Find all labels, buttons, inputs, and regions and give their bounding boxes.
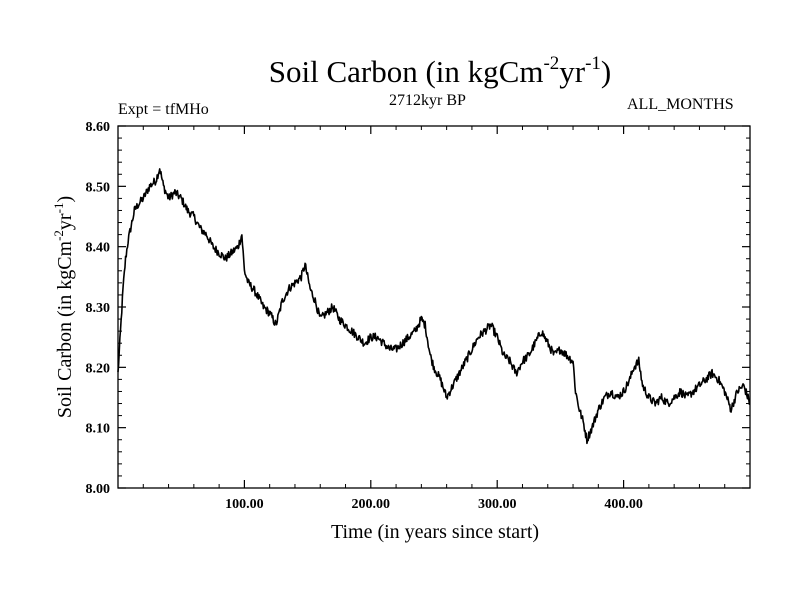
y-tick-label: 8.30	[86, 301, 111, 316]
title-exponent-1: -2	[543, 52, 560, 74]
series-line	[117, 168, 751, 445]
y-title-close: )	[54, 196, 76, 203]
y-title-exponent-1: -2	[51, 230, 66, 241]
experiment-label: Expt = tfMHo	[118, 101, 209, 118]
y-title-exponent-2: -1	[51, 203, 66, 214]
epoch-label: 2712kyr BP	[389, 92, 466, 109]
axis-tick-labels: 8.00 8.10 8.20 8.30 8.40 8.50 8.60 100.00 200.00…	[86, 120, 643, 512]
axis-ticks	[118, 125, 750, 489]
y-tick-label: 8.40	[86, 241, 111, 256]
y-title-main: Soil Carbon (in kgCm	[54, 240, 76, 418]
title-exponent-2: -1	[585, 52, 601, 74]
y-tick-label: 8.20	[86, 361, 111, 376]
x-tick-label: 400.00	[604, 497, 643, 512]
y-tick-label: 8.60	[86, 120, 111, 135]
y-tick-label: 8.50	[86, 180, 111, 195]
title-close: )	[600, 54, 612, 89]
x-tick-label: 100.00	[225, 497, 264, 512]
y-title-mid: yr	[54, 213, 76, 230]
chart-title: Soil Carbon (in kgCm-2yr-1)	[0, 52, 800, 90]
x-tick-label: 200.00	[352, 497, 391, 512]
series-group	[117, 168, 751, 445]
y-axis-title: Soil Carbon (in kgCm-2yr-1)	[51, 196, 76, 418]
title-mid: yr	[559, 54, 586, 89]
plot-frame	[117, 125, 751, 489]
y-tick-label: 8.00	[86, 482, 111, 497]
x-tick-label: 300.00	[478, 497, 517, 512]
title-main: Soil Carbon (in kgCm	[268, 54, 544, 89]
x-axis-title: Time (in years since start)	[331, 521, 539, 543]
months-label: ALL_MONTHS	[627, 96, 734, 113]
y-tick-label: 8.10	[86, 422, 111, 437]
